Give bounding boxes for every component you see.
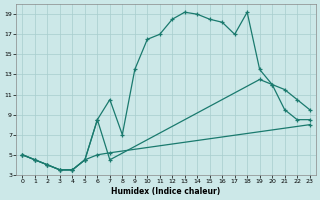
X-axis label: Humidex (Indice chaleur): Humidex (Indice chaleur)	[111, 187, 221, 196]
